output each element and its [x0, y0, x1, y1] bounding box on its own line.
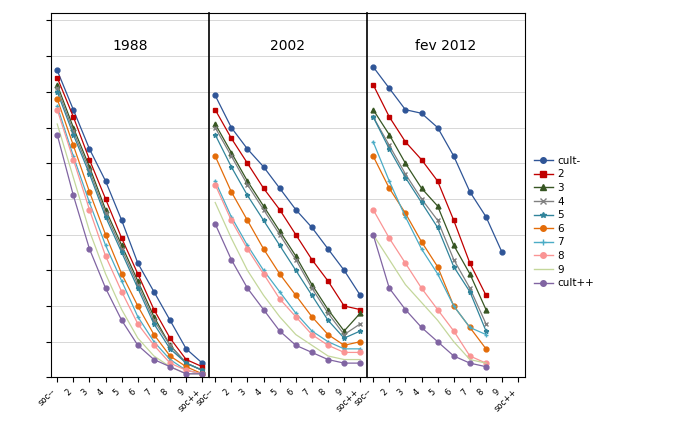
Legend: cult-, 2, 3, 4, 5, 6, 7, 8, 9, cult++: cult-, 2, 3, 4, 5, 6, 7, 8, 9, cult++ — [530, 151, 598, 293]
Text: 2002: 2002 — [270, 39, 305, 53]
Text: 1988: 1988 — [112, 39, 148, 53]
Text: fev 2012: fev 2012 — [415, 39, 477, 53]
